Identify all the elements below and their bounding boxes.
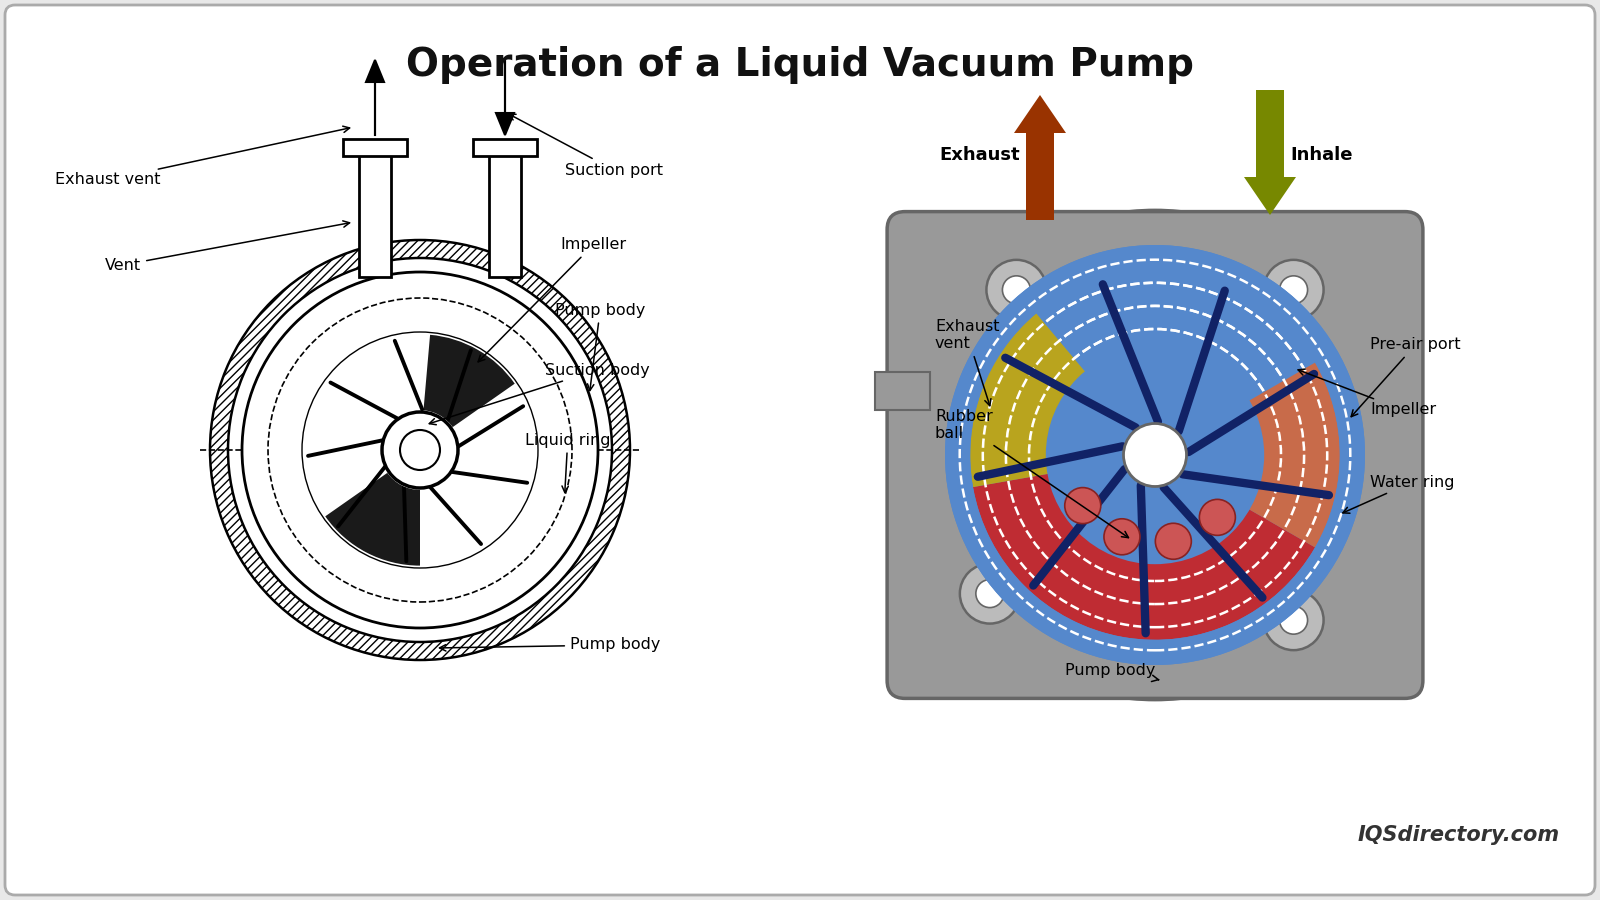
Text: Suction body: Suction body	[429, 363, 650, 425]
Wedge shape	[419, 410, 453, 450]
Circle shape	[987, 260, 1046, 320]
Text: Vent: Vent	[106, 220, 349, 273]
FancyBboxPatch shape	[886, 212, 1422, 698]
FancyArrow shape	[1245, 90, 1296, 215]
Circle shape	[976, 580, 1003, 608]
Wedge shape	[970, 313, 1155, 487]
Text: Liquid ring: Liquid ring	[525, 433, 611, 492]
Circle shape	[1046, 346, 1264, 564]
Circle shape	[1123, 424, 1187, 487]
Text: Impeller: Impeller	[1298, 369, 1437, 418]
Text: Water ring: Water ring	[1342, 474, 1454, 513]
FancyBboxPatch shape	[5, 5, 1595, 895]
Bar	[358, 147, 390, 277]
Circle shape	[1280, 275, 1307, 304]
Circle shape	[400, 430, 440, 470]
Text: Rubber
ball: Rubber ball	[934, 409, 1128, 537]
Circle shape	[910, 210, 1400, 700]
Text: Impeller: Impeller	[478, 238, 626, 362]
Text: Exhaust
vent: Exhaust vent	[934, 319, 1000, 406]
Circle shape	[1264, 590, 1323, 650]
Circle shape	[1003, 275, 1030, 304]
Circle shape	[382, 412, 458, 488]
Circle shape	[1064, 488, 1101, 524]
Text: Operation of a Liquid Vacuum Pump: Operation of a Liquid Vacuum Pump	[406, 46, 1194, 84]
Circle shape	[1104, 518, 1139, 554]
Circle shape	[1200, 500, 1235, 536]
Text: Pump body: Pump body	[440, 637, 661, 652]
Text: IQSdirectory.com: IQSdirectory.com	[1358, 825, 1560, 845]
Circle shape	[1155, 523, 1192, 559]
Circle shape	[960, 563, 1019, 624]
Wedge shape	[1155, 363, 1339, 547]
Circle shape	[946, 245, 1365, 665]
Circle shape	[1264, 260, 1323, 320]
Text: Suction port: Suction port	[509, 114, 662, 177]
Bar	[342, 139, 406, 156]
Wedge shape	[973, 455, 1315, 640]
Text: Pump body: Pump body	[555, 302, 645, 391]
Text: Inhale: Inhale	[1290, 146, 1352, 164]
Text: Exhaust: Exhaust	[939, 146, 1021, 164]
Wedge shape	[387, 450, 419, 490]
Text: Pump body: Pump body	[1066, 662, 1158, 681]
Wedge shape	[419, 335, 515, 450]
FancyArrow shape	[496, 60, 514, 135]
Circle shape	[242, 272, 598, 628]
Bar	[474, 139, 538, 156]
Text: Exhaust vent: Exhaust vent	[54, 126, 350, 187]
FancyArrow shape	[366, 60, 384, 135]
Bar	[875, 372, 930, 410]
Wedge shape	[325, 450, 419, 565]
Circle shape	[1280, 607, 1307, 634]
Text: Pre-air port: Pre-air port	[1350, 338, 1461, 417]
FancyArrow shape	[1014, 95, 1066, 220]
Bar	[490, 147, 522, 277]
